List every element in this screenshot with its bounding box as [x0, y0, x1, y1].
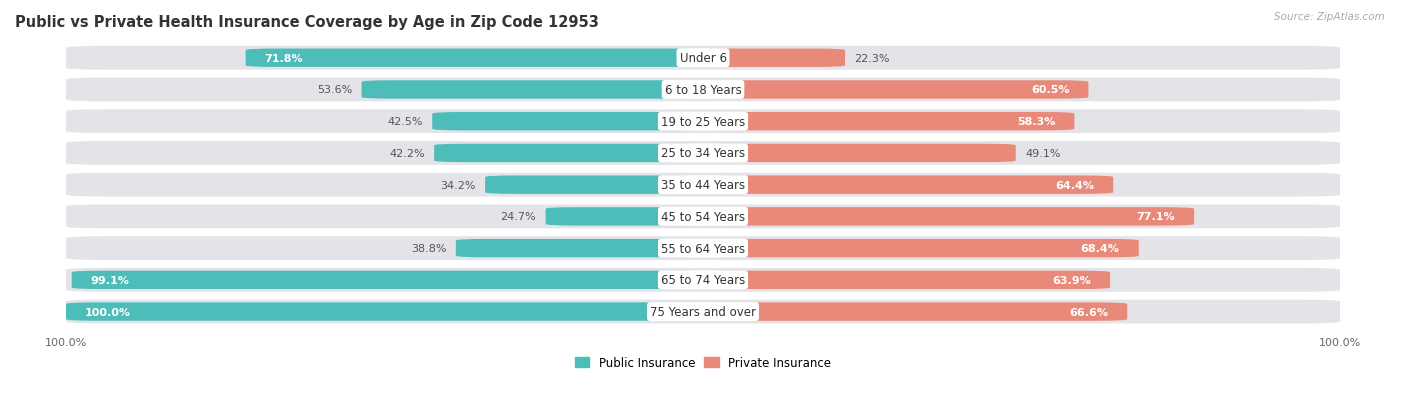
Text: 75 Years and over: 75 Years and over	[650, 305, 756, 318]
FancyBboxPatch shape	[485, 176, 703, 195]
FancyBboxPatch shape	[703, 303, 1128, 321]
FancyBboxPatch shape	[246, 50, 703, 68]
FancyBboxPatch shape	[72, 271, 703, 290]
Text: 25 to 34 Years: 25 to 34 Years	[661, 147, 745, 160]
FancyBboxPatch shape	[703, 50, 845, 68]
FancyBboxPatch shape	[66, 300, 1340, 324]
FancyBboxPatch shape	[703, 113, 1074, 131]
Text: 60.5%: 60.5%	[1031, 85, 1070, 95]
Text: 42.5%: 42.5%	[387, 117, 423, 127]
FancyBboxPatch shape	[66, 47, 1340, 71]
Text: 49.1%: 49.1%	[1025, 149, 1062, 159]
Text: Under 6: Under 6	[679, 52, 727, 65]
Text: 99.1%: 99.1%	[91, 275, 129, 285]
Text: 68.4%: 68.4%	[1081, 244, 1119, 254]
FancyBboxPatch shape	[434, 145, 703, 163]
Text: 42.2%: 42.2%	[389, 149, 425, 159]
Text: 77.1%: 77.1%	[1136, 212, 1175, 222]
Text: 66.6%: 66.6%	[1069, 307, 1108, 317]
Text: 38.8%: 38.8%	[411, 244, 446, 254]
Text: 24.7%: 24.7%	[501, 212, 536, 222]
Text: 64.4%: 64.4%	[1054, 180, 1094, 190]
FancyBboxPatch shape	[703, 239, 1139, 258]
FancyBboxPatch shape	[703, 208, 1194, 226]
Text: 58.3%: 58.3%	[1017, 117, 1056, 127]
Text: 100.0%: 100.0%	[86, 307, 131, 317]
FancyBboxPatch shape	[66, 78, 1340, 102]
FancyBboxPatch shape	[546, 208, 703, 226]
Text: 19 to 25 Years: 19 to 25 Years	[661, 115, 745, 128]
FancyBboxPatch shape	[361, 81, 703, 100]
Text: 65 to 74 Years: 65 to 74 Years	[661, 274, 745, 287]
Text: 35 to 44 Years: 35 to 44 Years	[661, 179, 745, 192]
Text: 71.8%: 71.8%	[264, 54, 304, 64]
FancyBboxPatch shape	[66, 205, 1340, 229]
Text: 45 to 54 Years: 45 to 54 Years	[661, 210, 745, 223]
Text: 63.9%: 63.9%	[1052, 275, 1091, 285]
FancyBboxPatch shape	[66, 268, 1340, 292]
Text: Source: ZipAtlas.com: Source: ZipAtlas.com	[1274, 12, 1385, 22]
Text: 55 to 64 Years: 55 to 64 Years	[661, 242, 745, 255]
FancyBboxPatch shape	[703, 271, 1111, 290]
FancyBboxPatch shape	[66, 110, 1340, 134]
FancyBboxPatch shape	[66, 173, 1340, 197]
FancyBboxPatch shape	[432, 113, 703, 131]
FancyBboxPatch shape	[456, 239, 703, 258]
FancyBboxPatch shape	[66, 237, 1340, 260]
Text: 6 to 18 Years: 6 to 18 Years	[665, 84, 741, 97]
FancyBboxPatch shape	[703, 81, 1088, 100]
FancyBboxPatch shape	[703, 176, 1114, 195]
Legend: Public Insurance, Private Insurance: Public Insurance, Private Insurance	[571, 351, 835, 374]
Text: 22.3%: 22.3%	[855, 54, 890, 64]
Text: 53.6%: 53.6%	[316, 85, 352, 95]
Text: 34.2%: 34.2%	[440, 180, 475, 190]
FancyBboxPatch shape	[66, 142, 1340, 166]
FancyBboxPatch shape	[66, 303, 703, 321]
FancyBboxPatch shape	[703, 145, 1015, 163]
Text: Public vs Private Health Insurance Coverage by Age in Zip Code 12953: Public vs Private Health Insurance Cover…	[15, 15, 599, 30]
